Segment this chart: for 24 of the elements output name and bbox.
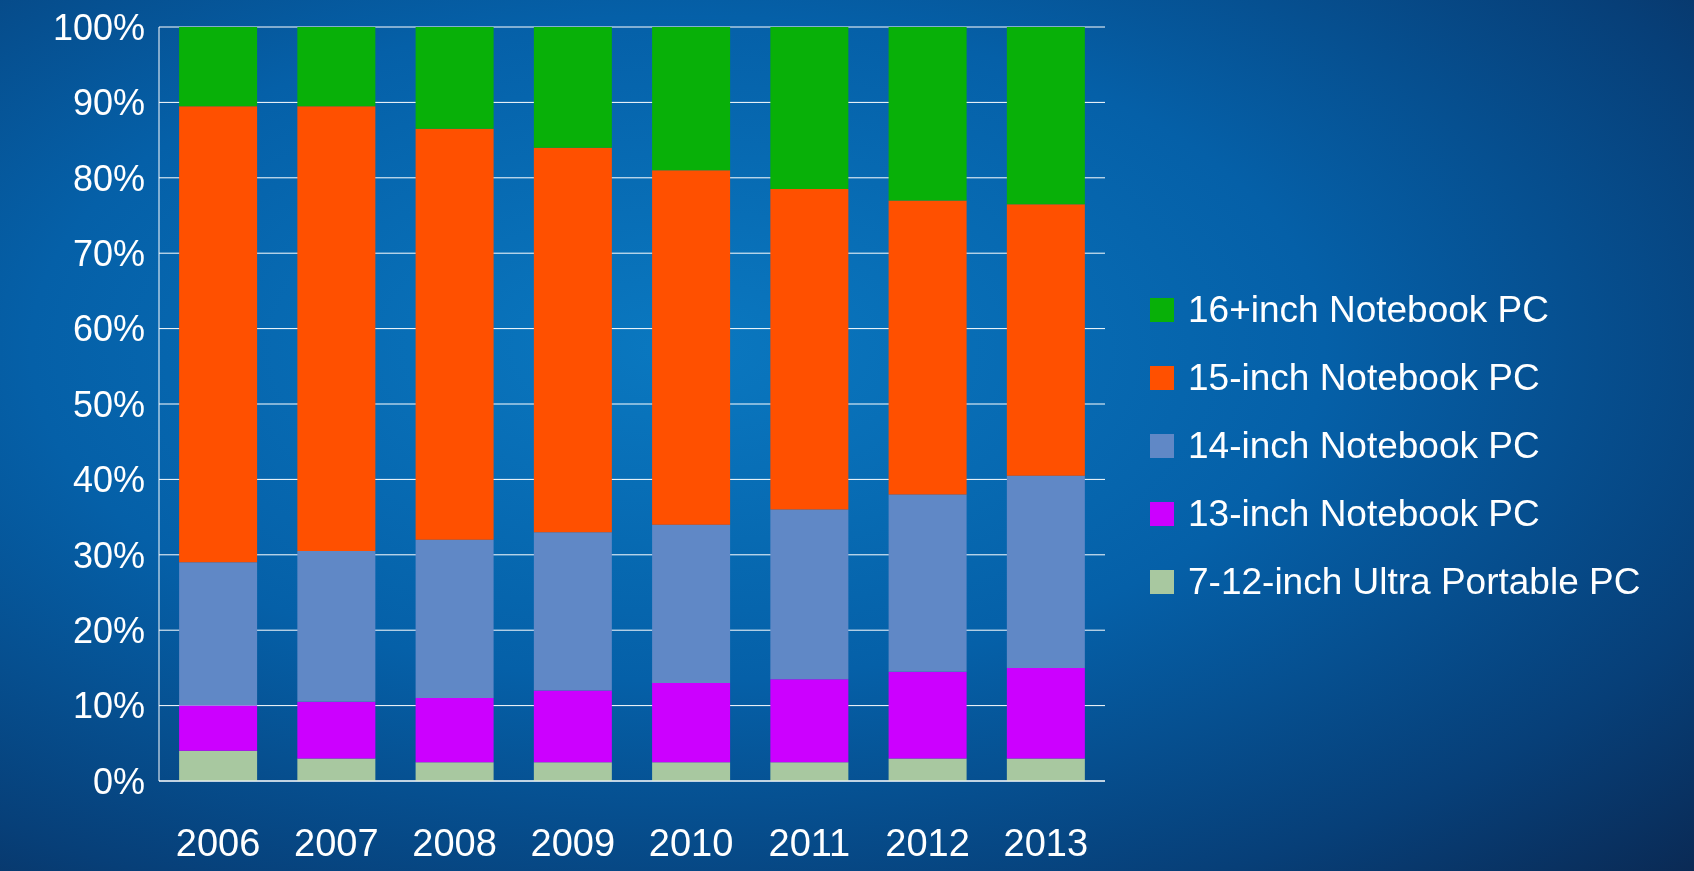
legend-label: 13-inch Notebook PC — [1188, 493, 1540, 535]
x-tick-label: 2013 — [1003, 821, 1089, 864]
y-tick-label: 50% — [72, 383, 145, 425]
y-tick-label: 60% — [72, 308, 145, 350]
x-tick-label: 2012 — [885, 821, 970, 864]
y-tick-label: 10% — [72, 685, 145, 727]
y-tick-label: 100% — [52, 6, 145, 48]
legend-label: 14-inch Notebook PC — [1188, 425, 1540, 467]
y-tick-label: 70% — [72, 232, 145, 274]
x-tick-label: 2008 — [412, 821, 497, 864]
x-tick-label: 2009 — [530, 821, 616, 864]
x-tick-label: 2006 — [175, 821, 261, 864]
legend-label: 16+inch Notebook PC — [1188, 289, 1549, 331]
y-tick-label: 80% — [72, 157, 145, 199]
x-tick-label: 2007 — [294, 821, 379, 864]
y-tick-label: 40% — [72, 459, 145, 501]
legend-label: 15-inch Notebook PC — [1188, 357, 1540, 399]
y-tick-label: 30% — [72, 534, 145, 576]
x-tick-label: 2010 — [648, 821, 734, 864]
legend-label: 7-12-inch Ultra Portable PC — [1188, 561, 1641, 603]
y-tick-label: 90% — [72, 82, 145, 124]
y-tick-label: 0% — [92, 760, 145, 802]
y-tick-label: 20% — [72, 609, 145, 651]
x-tick-label: 2011 — [768, 821, 851, 864]
